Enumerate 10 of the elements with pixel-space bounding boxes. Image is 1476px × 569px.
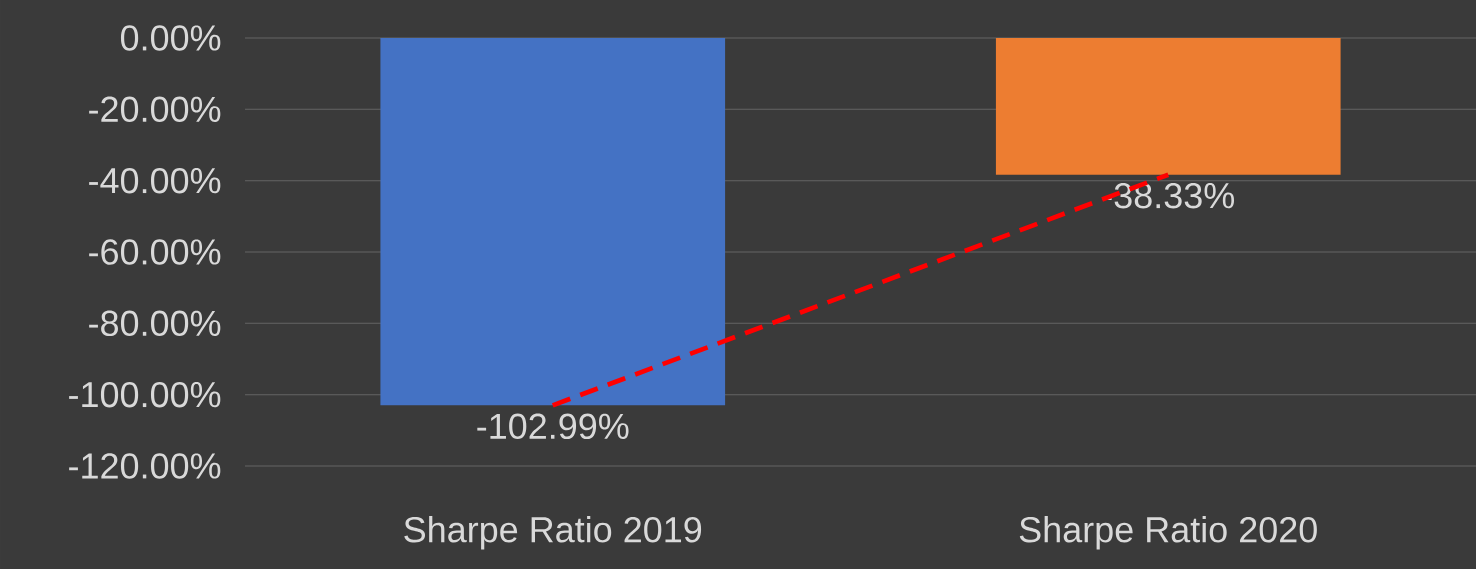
y-tick-label: -120.00% bbox=[69, 453, 221, 479]
y-tick-label: 0.00% bbox=[120, 25, 221, 51]
y-tick-label: -20.00% bbox=[89, 96, 221, 123]
y-tick-label: -60.00% bbox=[89, 239, 221, 265]
x-tick-label: Sharpe Ratio 2020 bbox=[1019, 516, 1317, 550]
x-tick-label: Sharpe Ratio 2019 bbox=[404, 516, 702, 550]
data-label: -102.99% bbox=[477, 413, 629, 440]
y-tick-label: -80.00% bbox=[89, 310, 221, 337]
y-tick-label: -100.00% bbox=[69, 381, 221, 408]
y-tick-label: -40.00% bbox=[89, 167, 221, 194]
